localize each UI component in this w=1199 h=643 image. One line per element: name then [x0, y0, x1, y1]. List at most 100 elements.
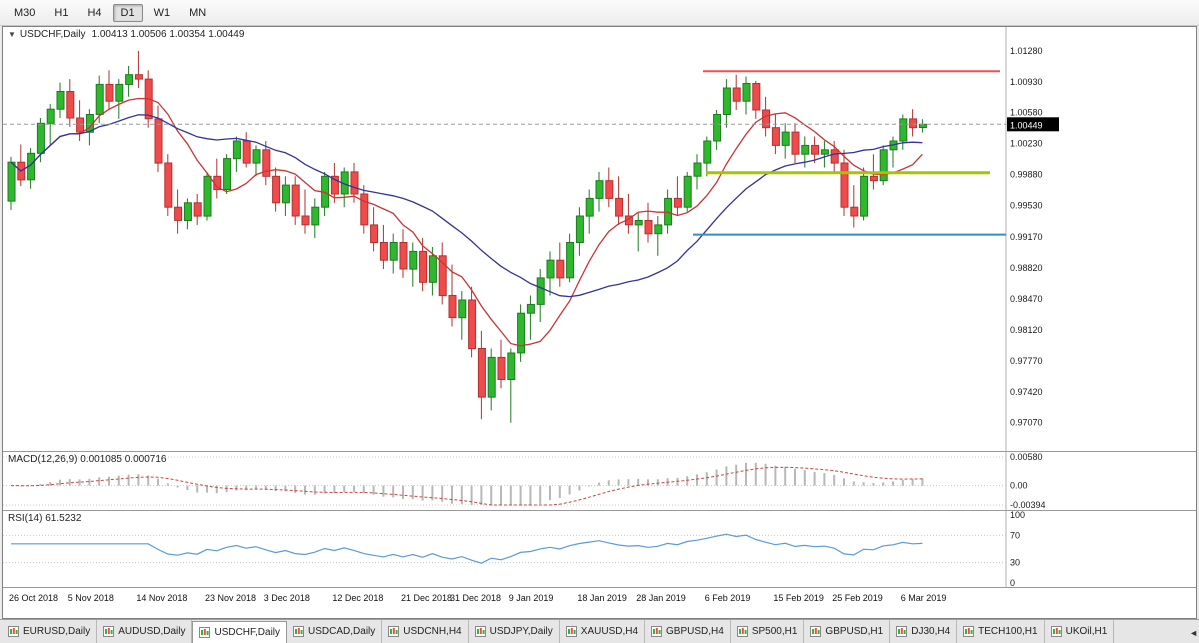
- symbol-tab-usdcad[interactable]: USDCAD,Daily: [287, 620, 383, 643]
- mini-chart-icon: [8, 626, 19, 637]
- mini-chart-icon: [810, 626, 822, 637]
- date-tick-label: 21 Dec 2018: [401, 593, 453, 603]
- date-axis[interactable]: 26 Oct 2018 5 Nov 2018 14 Nov 2018 23 Nov 2…: [3, 588, 1196, 618]
- date-tick-label: 15 Feb 2019: [773, 593, 824, 603]
- svg-text:0.98120: 0.98120: [1010, 325, 1043, 335]
- symbol-tab-audusd[interactable]: AUDUSD,Daily: [97, 620, 193, 643]
- mini-chart-icon: [896, 626, 908, 637]
- symbol-tab-usdjpy[interactable]: USDJPY,Daily: [468, 620, 560, 643]
- macd-chart-canvas[interactable]: 0.00580 0.00 -0.00394: [3, 452, 1196, 510]
- svg-text:0: 0: [1010, 578, 1015, 587]
- rsi-chart-canvas[interactable]: 100 70 30 0: [3, 511, 1196, 587]
- price-chart-canvas[interactable]: 1.01280 1.00930 1.00580 1.00230 0.99880 0.995…: [3, 27, 1196, 451]
- date-tick-label: 3 Dec 2018: [263, 593, 310, 603]
- macd-signal-line: [10, 466, 923, 506]
- date-tick-label: 23 Nov 2018: [205, 593, 257, 603]
- symbol-tab-label: USDCNH,H4: [403, 626, 462, 637]
- symbol-tab-label: UKOil,H1: [1065, 626, 1108, 637]
- symbol-tab-eurusd[interactable]: EURUSD,Daily: [2, 620, 98, 643]
- symbol-tab-label: USDCAD,Daily: [308, 626, 376, 637]
- svg-text:1.00449: 1.00449: [1010, 120, 1043, 130]
- symbol-tab-tech100[interactable]: TECH100,H1: [957, 620, 1045, 643]
- date-tick-label: 28 Jan 2019: [636, 593, 686, 603]
- timeframe-button-w1[interactable]: W1: [153, 6, 171, 19]
- rsi-panel: RSI(14) 61.5232 100 70 30 0: [3, 511, 1196, 588]
- svg-text:0.98820: 0.98820: [1010, 263, 1043, 273]
- macd-panel: MACD(12,26,9) 0.001085 0.000716 0.00580 0…: [3, 452, 1196, 511]
- symbol-tab-label: DJ30,H4: [911, 626, 951, 637]
- svg-text:1.00230: 1.00230: [1010, 139, 1043, 149]
- timeframe-toolbar: M30 H1 H4 D1 W1 MN: [0, 0, 1199, 26]
- date-tick-label: 25 Feb 2019: [832, 593, 883, 603]
- chart-symbol-label: ▼ USDCHF,Daily 1.00413 1.00506 1.00354 1.0…: [8, 29, 244, 40]
- symbol-name: USDCHF,Daily: [19, 29, 86, 40]
- mini-chart-icon: [293, 626, 305, 637]
- svg-text:30: 30: [1010, 558, 1020, 568]
- current-price-tag: [1007, 117, 1059, 132]
- svg-text:0.97070: 0.97070: [1010, 418, 1043, 428]
- mini-chart-icon: [1050, 626, 1062, 637]
- date-tick-label: 12 Dec 2018: [332, 593, 384, 603]
- mini-chart-icon: [565, 626, 577, 637]
- tab-scroll-left-icon[interactable]: ◄: [1189, 628, 1198, 638]
- date-tick-label: 9 Jan 2019: [508, 593, 554, 603]
- symbol-tab-gbpusd[interactable]: GBPUSD,H1: [804, 620, 891, 643]
- svg-text:0.97770: 0.97770: [1010, 356, 1043, 366]
- macd-label: MACD(12,26,9) 0.001085 0.000716: [8, 454, 167, 465]
- chart-menu-icon[interactable]: ▼: [8, 30, 16, 39]
- date-tick-label: 5 Nov 2018: [67, 593, 114, 603]
- symbol-tab-sp500[interactable]: SP500,H1: [730, 620, 805, 643]
- timeframe-button-mn[interactable]: MN: [189, 6, 207, 19]
- symbol-tab-label: USDJPY,Daily: [489, 626, 553, 637]
- svg-text:1.01280: 1.01280: [1010, 46, 1043, 56]
- symbol-tab-label: GBPUSD,H1: [825, 626, 884, 637]
- date-tick-label: 6 Mar 2019: [900, 593, 947, 603]
- svg-text:0.00580: 0.00580: [1010, 452, 1043, 462]
- date-tick-label: 26 Oct 2018: [9, 593, 59, 603]
- mini-chart-icon: [651, 626, 663, 637]
- symbol-tab-usdcnh[interactable]: USDCNH,H4: [382, 620, 469, 643]
- mini-chart-icon: [388, 626, 400, 637]
- rsi-line: [11, 533, 923, 564]
- price-axis-labels: 1.01280 1.00930 1.00580 1.00230 0.99880 0.995…: [1010, 46, 1043, 428]
- svg-text:0.99880: 0.99880: [1010, 170, 1043, 180]
- svg-text:1.00580: 1.00580: [1010, 108, 1043, 118]
- mini-chart-icon: [736, 626, 748, 637]
- symbol-tab-label: TECH100,H1: [978, 626, 1038, 637]
- date-tick-label: 6 Feb 2019: [704, 593, 751, 603]
- symbol-tab-label: GBPUSD,H4: [666, 626, 724, 637]
- svg-text:1.00930: 1.00930: [1010, 77, 1043, 87]
- chart-window: ▼ USDCHF,Daily 1.00413 1.00506 1.00354 1.0…: [2, 26, 1197, 619]
- symbol-tab-ukoil[interactable]: UKOil,H1: [1044, 620, 1115, 643]
- svg-text:0.98470: 0.98470: [1010, 294, 1043, 304]
- svg-text:0.00: 0.00: [1010, 481, 1028, 491]
- date-tick-label: 14 Nov 2018: [136, 593, 188, 603]
- symbol-tab-label: XAUUSD,H4: [580, 626, 639, 637]
- macd-histogram: [19, 462, 924, 505]
- mini-chart-icon: [103, 626, 115, 637]
- date-tick-label: 31 Dec 2018: [450, 593, 502, 603]
- symbol-tabs-bar: EURUSD,Daily AUDUSD,Daily USDCHF,Daily USDC…: [0, 619, 1199, 643]
- svg-text:70: 70: [1010, 530, 1020, 540]
- timeframe-button-h1[interactable]: H1: [54, 6, 69, 19]
- svg-text:-0.00394: -0.00394: [1010, 500, 1046, 510]
- symbol-tab-dj30[interactable]: DJ30,H4: [890, 620, 958, 643]
- price-panel: ▼ USDCHF,Daily 1.00413 1.00506 1.00354 1.0…: [3, 27, 1196, 452]
- symbol-tab-label: SP500,H1: [751, 626, 798, 637]
- mini-chart-icon: [199, 627, 211, 638]
- symbol-tab-usdchf[interactable]: USDCHF,Daily: [192, 621, 288, 643]
- symbol-tab-xauusd[interactable]: XAUUSD,H4: [559, 620, 646, 643]
- timeframe-button-m30[interactable]: M30: [14, 6, 36, 19]
- mini-chart-icon: [963, 626, 975, 637]
- svg-text:0.99170: 0.99170: [1010, 232, 1043, 242]
- ohlc-values: 1.00413 1.00506 1.00354 1.00449: [91, 29, 245, 40]
- svg-text:0.99530: 0.99530: [1010, 200, 1043, 210]
- symbol-tab-gbpusd[interactable]: GBPUSD,H4: [645, 620, 731, 643]
- rsi-label: RSI(14) 61.5232: [8, 513, 82, 524]
- symbol-tab-label: EURUSD,Daily: [23, 626, 91, 637]
- svg-text:0.97420: 0.97420: [1010, 387, 1043, 397]
- timeframe-button-d1[interactable]: D1: [112, 3, 143, 22]
- timeframe-button-h4[interactable]: H4: [87, 6, 102, 19]
- symbol-tab-label: USDCHF,Daily: [214, 627, 281, 638]
